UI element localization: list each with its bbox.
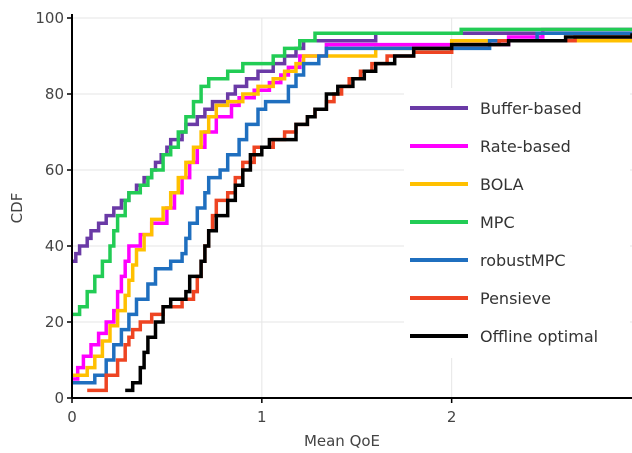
x-tick-label: 1: [257, 408, 267, 426]
y-tick-label: 80: [45, 85, 64, 103]
y-tick-label: 40: [45, 237, 64, 255]
legend-label: Offline optimal: [480, 327, 598, 346]
series-line-buffer-based: [72, 31, 632, 263]
grid-lines: [72, 17, 632, 398]
legend-label: Rate-based: [480, 137, 571, 156]
series-line-mpc: [72, 27, 632, 317]
y-tick-label: 100: [35, 9, 64, 27]
legend: Buffer-based Rate-based BOLA MPC robustMPC Pe…: [404, 88, 630, 358]
y-axis-title: CDF: [8, 193, 26, 224]
series-lines: [72, 27, 632, 393]
x-tick-label: 2: [447, 408, 457, 426]
legend-label: BOLA: [480, 175, 524, 194]
y-tick-label: 0: [54, 389, 64, 407]
y-tick-label: 20: [45, 313, 64, 331]
legend-label: Pensieve: [480, 289, 551, 308]
x-axis-title: Mean QoE: [304, 432, 380, 450]
legend-label: robustMPC: [480, 251, 566, 270]
x-tick-label: 0: [67, 408, 77, 426]
series-line-offline-optimal: [125, 33, 632, 393]
series-line-robustmpc: [72, 31, 632, 385]
y-tick-label: 60: [45, 161, 64, 179]
series-line-bola: [72, 39, 632, 377]
legend-label: MPC: [480, 213, 515, 232]
legend-label: Buffer-based: [480, 99, 582, 118]
